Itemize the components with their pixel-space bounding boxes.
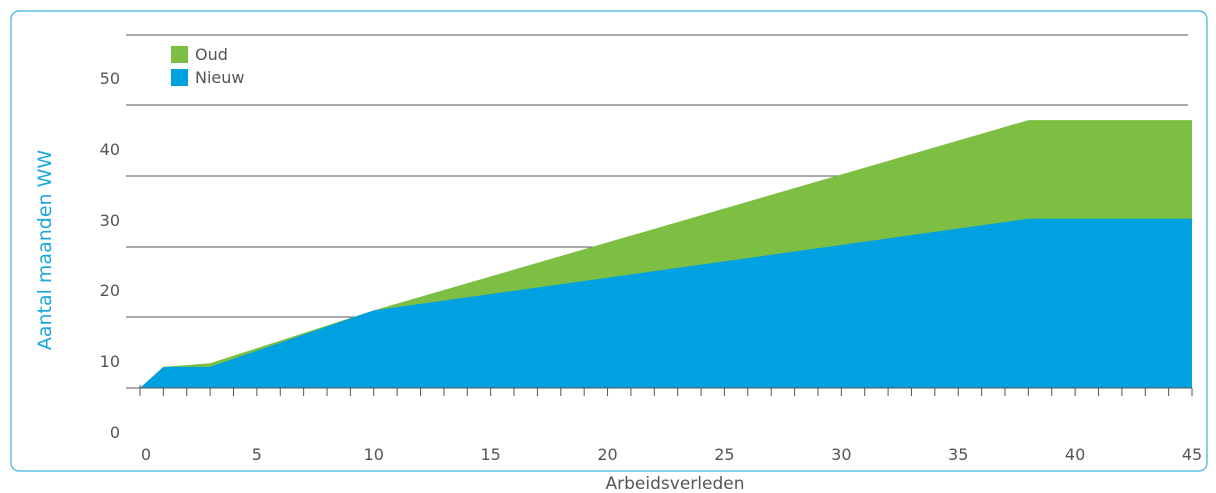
data-areas <box>140 120 1192 388</box>
x-tick-label: 30 <box>831 445 851 464</box>
x-tick-label: 0 <box>141 445 151 464</box>
y-tick-label: 50 <box>100 69 120 88</box>
y-tick-label: 0 <box>110 423 120 442</box>
x-tick-label: 45 <box>1182 445 1202 464</box>
legend-swatch-nieuw <box>171 69 188 86</box>
y-axis-ticks: 0 10 20 30 40 50 <box>100 69 120 442</box>
legend-swatch-oud <box>171 46 188 63</box>
x-tick-label: 15 <box>480 445 500 464</box>
x-tick-label: 10 <box>364 445 384 464</box>
area-nieuw <box>140 218 1192 388</box>
legend-label-nieuw: Nieuw <box>195 68 244 87</box>
x-axis-ticks: 0 5 10 15 20 25 30 35 40 45 <box>141 445 1202 464</box>
y-tick-label: 30 <box>100 211 120 230</box>
x-axis <box>126 385 1193 396</box>
x-tick-label: 40 <box>1065 445 1085 464</box>
x-tick-label: 5 <box>252 445 262 464</box>
x-tick-label: 20 <box>597 445 617 464</box>
x-tick-label: 25 <box>714 445 734 464</box>
y-tick-label: 20 <box>100 281 120 300</box>
chart-frame <box>10 10 1208 472</box>
y-tick-label: 40 <box>100 140 120 159</box>
legend: Oud Nieuw <box>171 45 244 87</box>
x-tick-label: 35 <box>948 445 968 464</box>
y-tick-label: 10 <box>100 352 120 371</box>
legend-label-oud: Oud <box>195 45 228 64</box>
x-axis-title: Arbeidsverleden <box>606 474 745 493</box>
y-axis-title: Aantal maanden WW <box>34 150 56 351</box>
